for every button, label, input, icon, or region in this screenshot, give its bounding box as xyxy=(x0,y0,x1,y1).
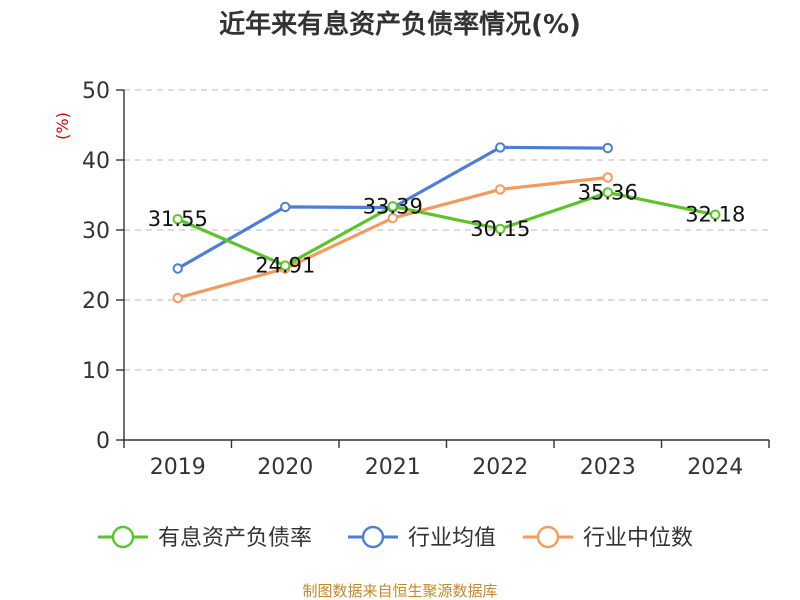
data-labels: 31.55 24.91 33.39 30.15 35.36 32.18 xyxy=(148,180,746,277)
y-tick-label: 40 xyxy=(82,149,110,174)
legend-marker-1 xyxy=(361,525,385,549)
grid-lines xyxy=(124,89,769,371)
series-point-1 xyxy=(602,142,613,154)
series-point-0 xyxy=(710,209,721,220)
data-label: 32.18 xyxy=(685,203,745,227)
series-point-0 xyxy=(280,260,291,271)
y-axis-unit-label: (%) xyxy=(53,112,72,140)
legend: 有息资产负债率 行业均值 行业中位数 xyxy=(98,525,693,551)
series-line-0 xyxy=(176,190,717,268)
data-label: 30.15 xyxy=(470,217,530,241)
series-point-1 xyxy=(495,142,506,153)
x-tick-label: 2019 xyxy=(150,455,206,480)
data-label: 33.39 xyxy=(363,194,423,218)
x-tick-label: 2021 xyxy=(365,455,421,480)
series-point-2 xyxy=(602,172,613,183)
x-tick-label: 2023 xyxy=(580,455,636,480)
legend-label-2: 行业中位数 xyxy=(583,526,693,551)
series-point-2 xyxy=(495,184,506,195)
legend-marker-0 xyxy=(111,525,135,549)
legend-marker-2 xyxy=(536,525,560,549)
y-tick-label: 20 xyxy=(82,289,110,314)
legend-label-0: 有息资产负债率 xyxy=(158,526,312,551)
series-point-0 xyxy=(602,187,613,198)
data-label: 35.36 xyxy=(578,180,638,204)
y-tick-label: 0 xyxy=(96,429,110,454)
series-lines xyxy=(172,142,721,304)
source-note: 制图数据来自恒生聚源数据库 xyxy=(302,582,497,600)
x-tick-label: 2020 xyxy=(257,455,313,480)
series-point-1 xyxy=(172,263,183,274)
series-point-0 xyxy=(172,213,183,225)
data-label: 24.91 xyxy=(255,254,315,278)
series-point-0 xyxy=(495,223,506,235)
x-tick-label: 2022 xyxy=(472,455,528,480)
series-point-2 xyxy=(387,212,398,224)
series-point-2 xyxy=(172,292,183,304)
chart-title: 近年来有息资产负债率情况(%) xyxy=(219,9,581,40)
series-point-0 xyxy=(387,201,398,212)
legend-label-1: 行业均值 xyxy=(408,526,496,551)
y-tick-label: 10 xyxy=(82,359,110,384)
y-tick-label: 30 xyxy=(82,219,110,244)
data-label: 31.55 xyxy=(148,207,208,231)
axes: 0 10 20 30 40 50 2019 2020 2021 2022 2023 2024 xyxy=(82,79,770,480)
y-tick-label: 50 xyxy=(82,79,110,104)
series-point-1 xyxy=(280,201,291,213)
x-tick-label: 2024 xyxy=(687,455,743,480)
